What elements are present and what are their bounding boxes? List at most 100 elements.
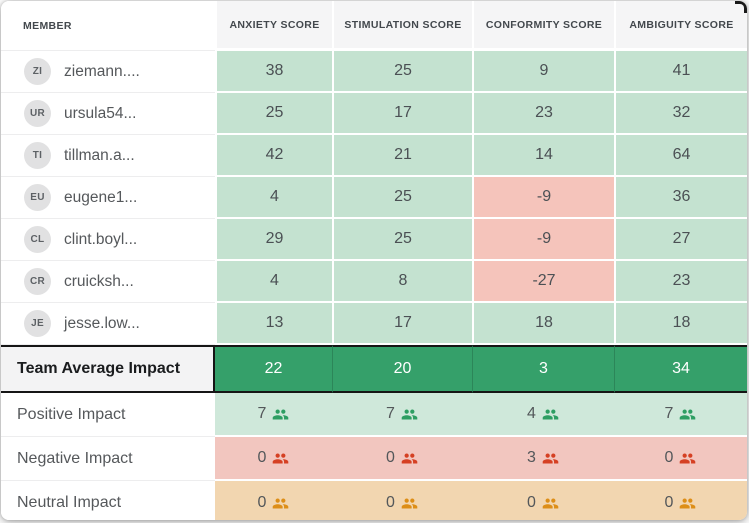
- positive-impact-value-cell: 7: [614, 393, 747, 437]
- member-cell[interactable]: JE jesse.low...: [1, 303, 215, 345]
- score-cell: 21: [332, 135, 472, 177]
- impact-count: 0: [257, 449, 267, 466]
- score-cell: 38: [215, 51, 332, 93]
- score-cell: 25: [332, 51, 472, 93]
- score-cell: 42: [215, 135, 332, 177]
- table-row: JE jesse.low... 13 17 18 18: [1, 303, 747, 345]
- avatar: UR: [24, 100, 51, 127]
- group-icon: [401, 453, 418, 463]
- impact-count: 7: [257, 405, 267, 422]
- negative-impact-value-cell: 0: [215, 437, 332, 481]
- score-cell: 17: [332, 303, 472, 345]
- negative-impact-value-cell: 0: [614, 437, 747, 481]
- score-cell: 27: [614, 219, 747, 261]
- positive-impact-value-cell: 7: [215, 393, 332, 437]
- member-cell[interactable]: UR ursula54...: [1, 93, 215, 135]
- avatar: TI: [24, 142, 51, 169]
- score-cell: 4: [215, 177, 332, 219]
- score-cell: 25: [332, 219, 472, 261]
- negative-impact-row: Negative Impact 0 0 3 0: [1, 437, 747, 481]
- group-icon: [401, 498, 418, 508]
- score-cell: 23: [614, 261, 747, 303]
- neutral-impact-value-cell: 0: [332, 481, 472, 520]
- neutral-impact-value-cell: 0: [614, 481, 747, 520]
- positive-impact-label: Positive Impact: [1, 393, 215, 437]
- table-row: UR ursula54... 25 17 23 32: [1, 93, 747, 135]
- group-icon: [542, 453, 559, 463]
- member-info: UR ursula54...: [2, 100, 214, 127]
- score-cell: 64: [614, 135, 747, 177]
- impact-count: 3: [527, 449, 536, 466]
- group-icon: [273, 409, 289, 419]
- negative-impact-label: Negative Impact: [1, 437, 215, 481]
- impact-count: 0: [257, 494, 267, 511]
- neutral-impact-value-cell: 0: [215, 481, 332, 520]
- member-cell[interactable]: CR cruicksh...: [1, 261, 215, 303]
- team-average-value: 20: [332, 345, 472, 393]
- score-cell: 4: [215, 261, 332, 303]
- group-icon: [401, 409, 418, 419]
- header-row: MEMBER ANXIETY SCORE STIMULATION SCORE C…: [1, 1, 747, 51]
- member-info: ZI ziemann....: [2, 58, 214, 85]
- neutral-impact-label: Neutral Impact: [1, 481, 215, 520]
- table-row: CR cruicksh... 4 8 -27 23: [1, 261, 747, 303]
- member-name: eugene1...: [64, 188, 138, 206]
- impact-value: 0: [386, 449, 418, 467]
- member-name: clint.boyl...: [64, 230, 138, 248]
- team-average-row: Team Average Impact 22 20 3 34: [1, 345, 747, 393]
- member-info: CR cruicksh...: [2, 268, 214, 295]
- group-icon: [273, 498, 289, 508]
- group-icon: [542, 409, 559, 419]
- team-average-value: 34: [614, 345, 747, 393]
- impact-value: 0: [527, 494, 559, 512]
- member-name: cruicksh...: [64, 272, 134, 290]
- member-cell[interactable]: EU eugene1...: [1, 177, 215, 219]
- score-cell: -27: [472, 261, 614, 303]
- member-info: CL clint.boyl...: [2, 226, 214, 253]
- score-cell: 17: [332, 93, 472, 135]
- negative-impact-value-cell: 3: [472, 437, 614, 481]
- column-header-ambiguity-score[interactable]: AMBIGUITY SCORE: [614, 1, 747, 51]
- impact-count: 0: [386, 449, 395, 466]
- negative-impact-value-cell: 0: [332, 437, 472, 481]
- avatar: CL: [24, 226, 51, 253]
- avatar: EU: [24, 184, 51, 211]
- table-row: TI tillman.a... 42 21 14 64: [1, 135, 747, 177]
- score-cell: 29: [215, 219, 332, 261]
- score-cell: 41: [614, 51, 747, 93]
- avatar: CR: [24, 268, 51, 295]
- score-cell: 18: [472, 303, 614, 345]
- team-average-value: 22: [215, 345, 332, 393]
- column-header-anxiety-score[interactable]: ANXIETY SCORE: [215, 1, 332, 51]
- avatar: JE: [24, 310, 51, 337]
- group-icon: [680, 453, 696, 463]
- member-cell[interactable]: CL clint.boyl...: [1, 219, 215, 261]
- score-cell: 8: [332, 261, 472, 303]
- team-average-label: Team Average Impact: [1, 345, 215, 393]
- column-header-member[interactable]: MEMBER: [1, 1, 215, 51]
- score-cell: -9: [472, 177, 614, 219]
- score-cell: -9: [472, 219, 614, 261]
- impact-value: 0: [386, 494, 418, 512]
- impact-value: 0: [665, 494, 697, 512]
- member-cell[interactable]: TI tillman.a...: [1, 135, 215, 177]
- column-header-conformity-score[interactable]: CONFORMITY SCORE: [472, 1, 614, 51]
- impact-value: 0: [258, 449, 290, 467]
- impact-count: 7: [386, 405, 395, 422]
- neutral-impact-value-cell: 0: [472, 481, 614, 520]
- column-header-stimulation-score[interactable]: STIMULATION SCORE: [332, 1, 472, 51]
- score-cell: 32: [614, 93, 747, 135]
- score-cell: 18: [614, 303, 747, 345]
- member-cell[interactable]: ZI ziemann....: [1, 51, 215, 93]
- group-icon: [680, 409, 696, 419]
- impact-count: 4: [527, 405, 536, 422]
- table-row: CL clint.boyl... 29 25 -9 27: [1, 219, 747, 261]
- score-cell: 36: [614, 177, 747, 219]
- score-cell: 23: [472, 93, 614, 135]
- impact-value: 3: [527, 449, 559, 467]
- member-info: JE jesse.low...: [2, 310, 214, 337]
- impact-value: 4: [527, 405, 559, 423]
- impact-value: 7: [386, 405, 418, 423]
